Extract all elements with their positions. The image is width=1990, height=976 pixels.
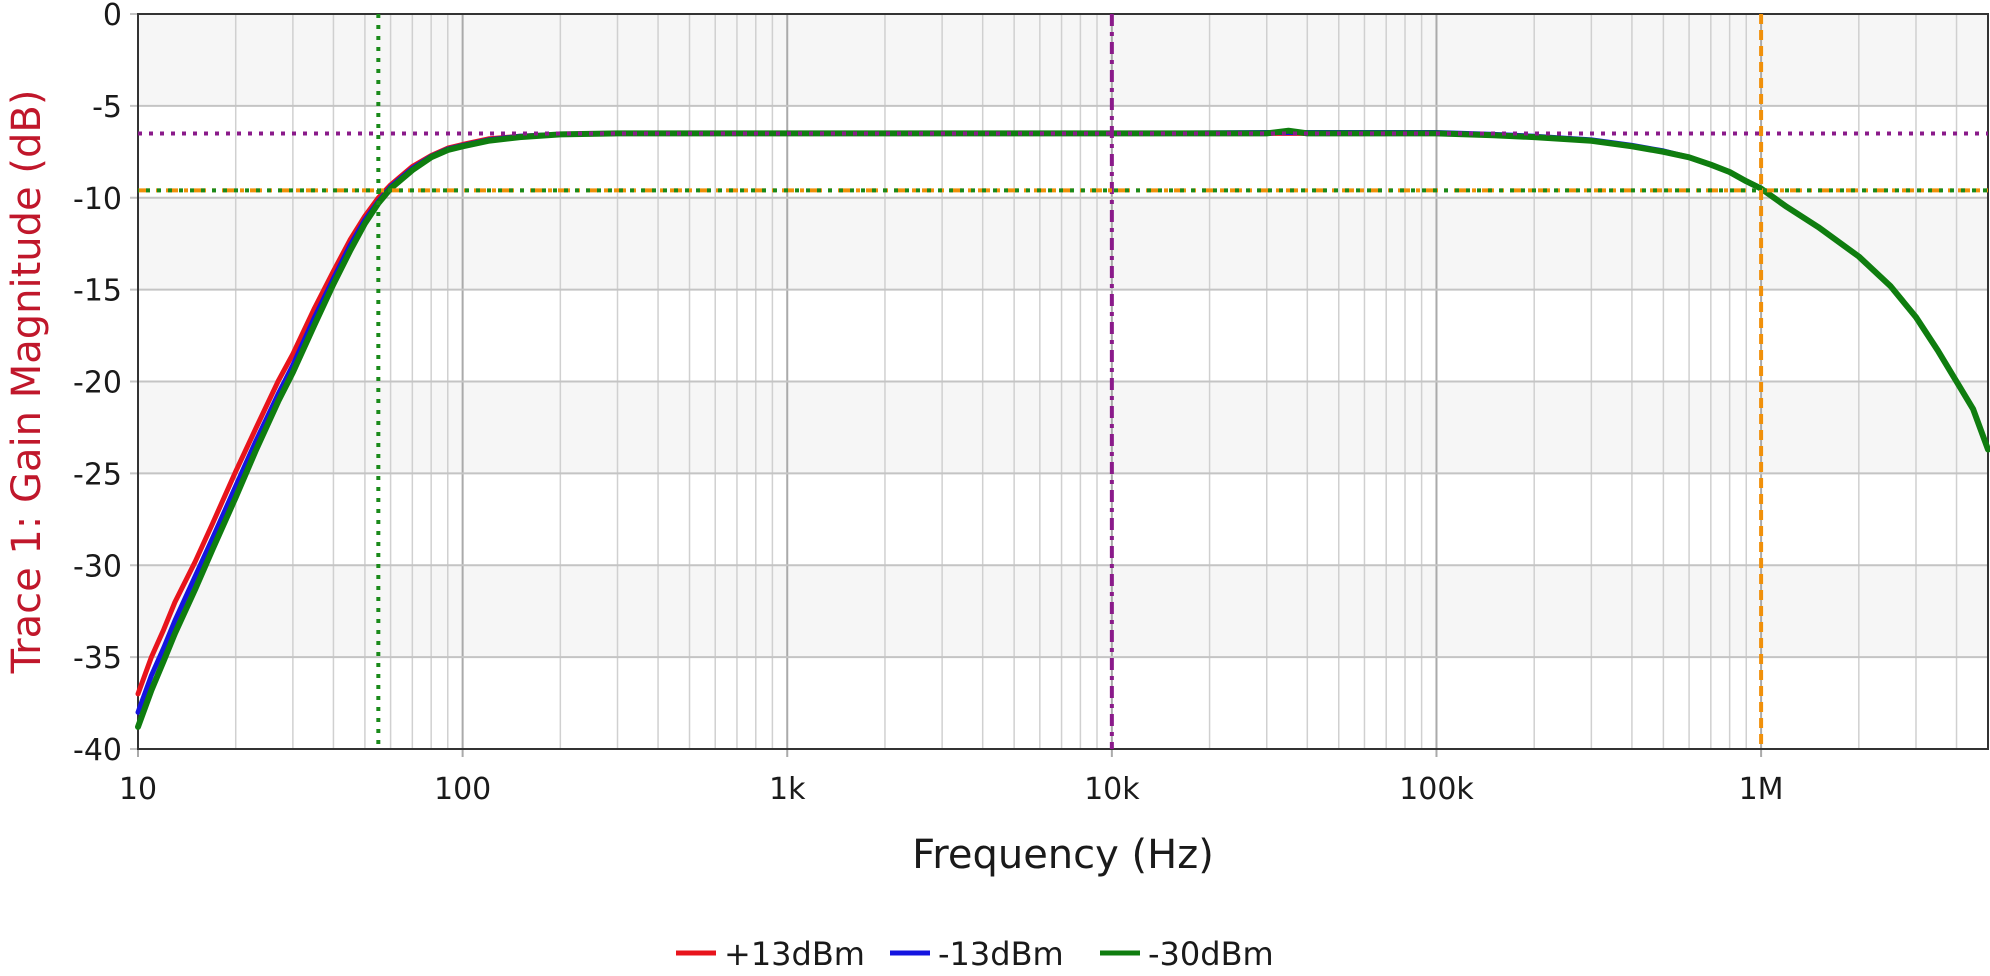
background-band — [138, 657, 1988, 749]
background-band — [138, 381, 1988, 474]
y-tick-labels: 0 -5 -10 -15 -20 -25 -30 -35 -40 — [73, 0, 122, 768]
y-tick-label: 0 — [103, 0, 122, 33]
x-tick-label: 100 — [434, 772, 491, 807]
x-tick-label: 1M — [1739, 772, 1784, 807]
background-band — [138, 289, 1988, 382]
x-axis-title: Frequency (Hz) — [912, 832, 1214, 878]
y-tick-label: -20 — [73, 366, 122, 401]
x-tick-label: 1k — [769, 772, 806, 807]
background-band — [138, 14, 1988, 106]
y-tick-label: -30 — [73, 549, 122, 584]
x-tick-label: 100k — [1399, 772, 1474, 807]
plot-background-bands — [138, 14, 1988, 749]
x-tick-label: 10k — [1084, 772, 1140, 807]
y-tick-label: -5 — [92, 90, 122, 125]
x-tick-labels: 10 100 1k 10k 100k 1M — [119, 772, 1784, 807]
y-tick-label: -40 — [73, 733, 122, 768]
background-band — [138, 565, 1988, 658]
y-axis-title: Trace 1: Gain Magnitude (dB) — [4, 90, 50, 675]
y-tick-label: -25 — [73, 457, 122, 492]
background-band — [138, 197, 1988, 290]
legend-label-2: -13dBm — [938, 935, 1064, 973]
x-tick-label: 10 — [119, 772, 157, 807]
legend: +13dBm -13dBm -30dBm — [676, 935, 1274, 973]
y-tick-label: -10 — [73, 182, 122, 217]
reference-lines — [138, 14, 1988, 749]
y-tick-label: -15 — [73, 274, 122, 309]
background-band — [138, 473, 1988, 566]
plot-frame — [137, 13, 1989, 750]
y-tick-label: -35 — [73, 641, 122, 676]
legend-label-3: -30dBm — [1148, 935, 1274, 973]
legend-label-1: +13dBm — [724, 935, 865, 973]
